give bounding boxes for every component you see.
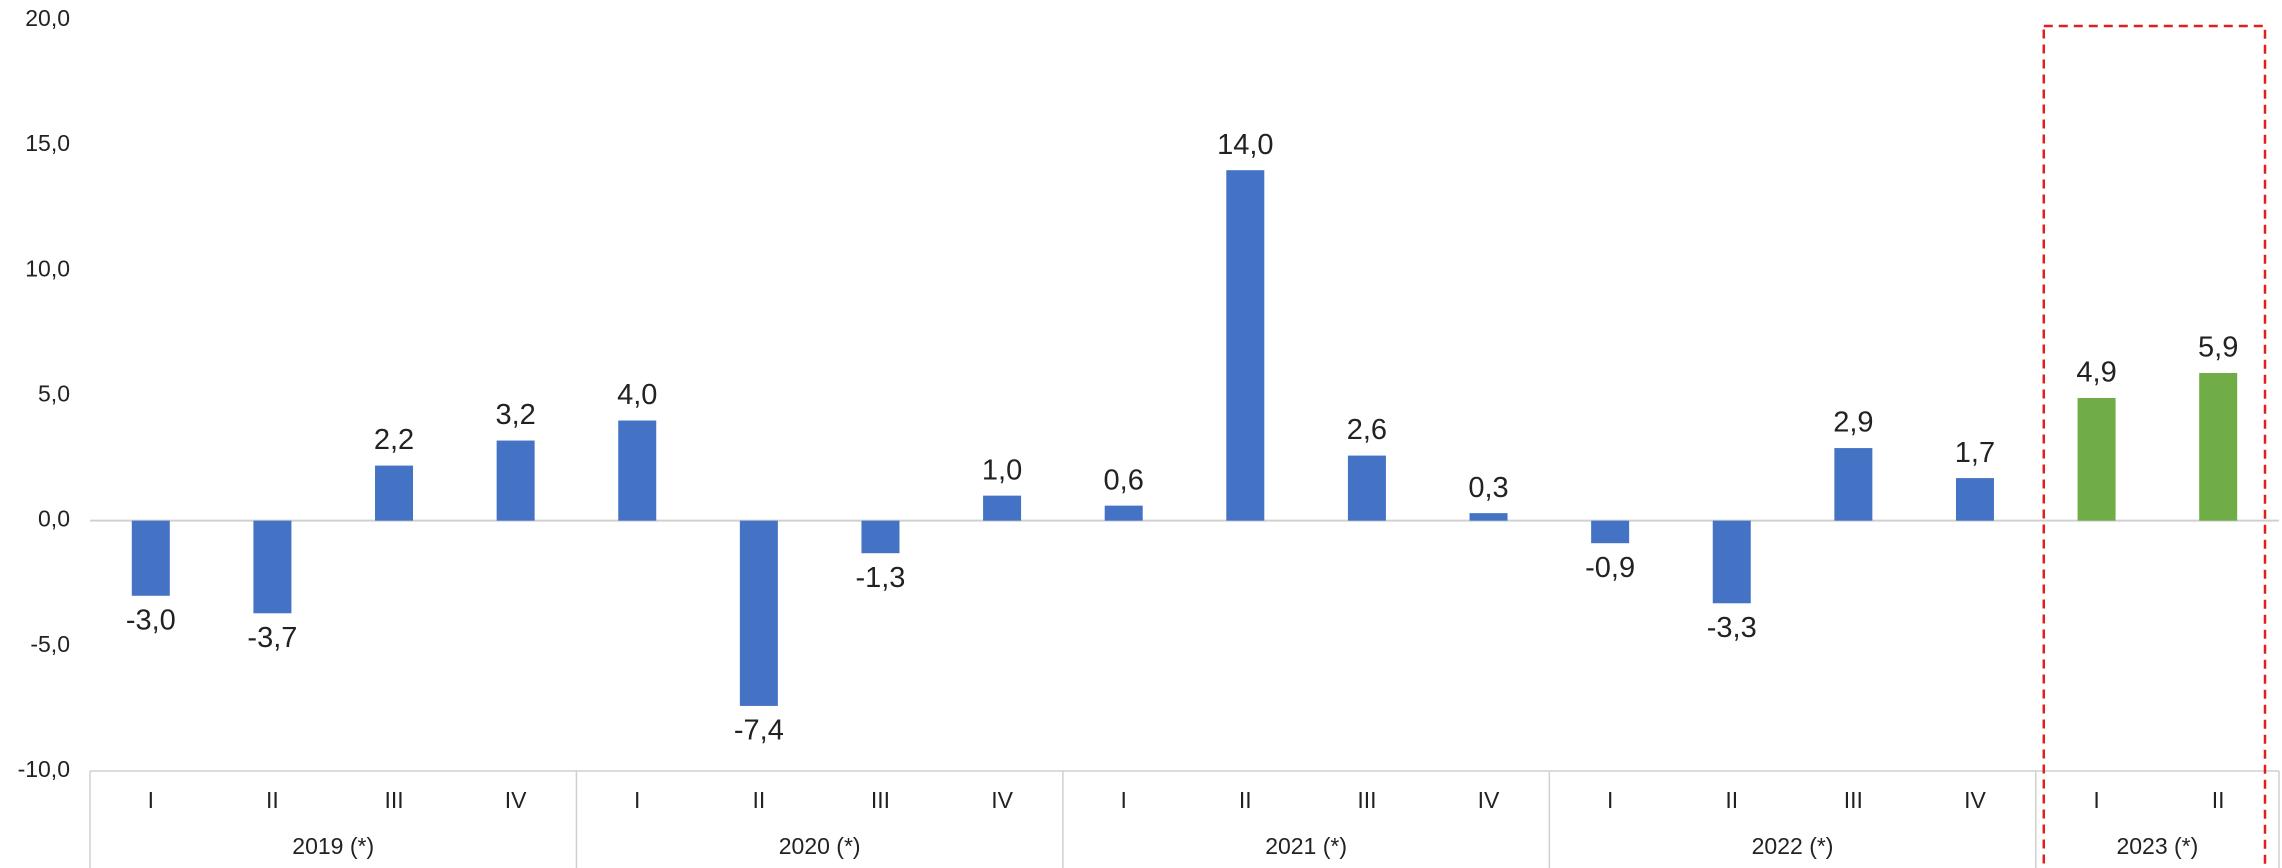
value-label: 1,0 <box>982 454 1022 486</box>
group-label: 2023 (*) <box>2116 833 2198 859</box>
x-tick-label: II <box>1239 787 1252 813</box>
value-label: 0,6 <box>1104 464 1144 496</box>
value-label: -0,9 <box>1585 552 1635 584</box>
bar <box>861 521 899 554</box>
bar <box>497 441 535 521</box>
value-label: 2,9 <box>1833 407 1873 439</box>
x-tick-label: IV <box>1964 787 1986 813</box>
group-label: 2019 (*) <box>292 833 374 859</box>
bar <box>1834 448 1872 521</box>
value-label: 0,3 <box>1468 472 1508 504</box>
y-tick-label: -10,0 <box>18 756 70 782</box>
x-tick-label: I <box>634 787 640 813</box>
value-label: -3,7 <box>247 622 297 654</box>
bar <box>2199 373 2237 521</box>
value-label: 2,2 <box>374 424 414 456</box>
value-label: -7,4 <box>734 715 784 747</box>
x-tick-label: I <box>2093 787 2099 813</box>
group-label: 2020 (*) <box>779 833 861 859</box>
bar <box>618 421 656 521</box>
bar <box>2078 398 2116 521</box>
bar <box>1348 456 1386 521</box>
y-tick-label: 20,0 <box>25 5 70 31</box>
x-tick-label: III <box>871 787 890 813</box>
value-label: 4,0 <box>617 379 657 411</box>
bar <box>253 521 291 614</box>
bar <box>1226 170 1264 520</box>
y-tick-label: 10,0 <box>25 255 70 281</box>
bar <box>1470 513 1508 521</box>
y-tick-label: 5,0 <box>38 381 70 407</box>
group-label: 2021 (*) <box>1265 833 1347 859</box>
value-label: 1,7 <box>1955 437 1995 469</box>
value-label: -3,0 <box>126 604 176 636</box>
x-tick-label: IV <box>1478 787 1500 813</box>
group-label: 2022 (*) <box>1752 833 1834 859</box>
value-label: 14,0 <box>1217 129 1273 161</box>
x-tick-label: IV <box>505 787 527 813</box>
x-tick-label: III <box>1844 787 1863 813</box>
bar <box>1956 478 1994 521</box>
x-tick-label: II <box>2212 787 2225 813</box>
bar <box>740 521 778 706</box>
value-label: 5,9 <box>2198 332 2238 364</box>
value-label: -3,3 <box>1707 612 1757 644</box>
value-label: 2,6 <box>1347 414 1387 446</box>
bar <box>132 521 170 596</box>
x-tick-label: II <box>752 787 765 813</box>
y-tick-label: 15,0 <box>25 130 70 156</box>
x-tick-label: IV <box>991 787 1013 813</box>
bar <box>1105 506 1143 521</box>
x-tick-label: I <box>148 787 154 813</box>
x-tick-label: II <box>266 787 279 813</box>
value-label: 3,2 <box>495 399 535 431</box>
bar <box>1591 521 1629 544</box>
chart: -10,0-5,00,05,010,015,020,0I-3,0II-3,7II… <box>0 0 2282 868</box>
x-tick-label: I <box>1607 787 1613 813</box>
y-tick-label: -5,0 <box>30 631 70 657</box>
value-label: -1,3 <box>855 562 905 594</box>
bar <box>983 496 1021 521</box>
x-tick-label: II <box>1725 787 1738 813</box>
value-label: 4,9 <box>2076 357 2116 389</box>
bar <box>375 466 413 521</box>
x-tick-label: I <box>1120 787 1126 813</box>
bar <box>1713 521 1751 604</box>
x-tick-label: III <box>384 787 403 813</box>
y-tick-label: 0,0 <box>38 506 70 532</box>
x-tick-label: III <box>1357 787 1376 813</box>
